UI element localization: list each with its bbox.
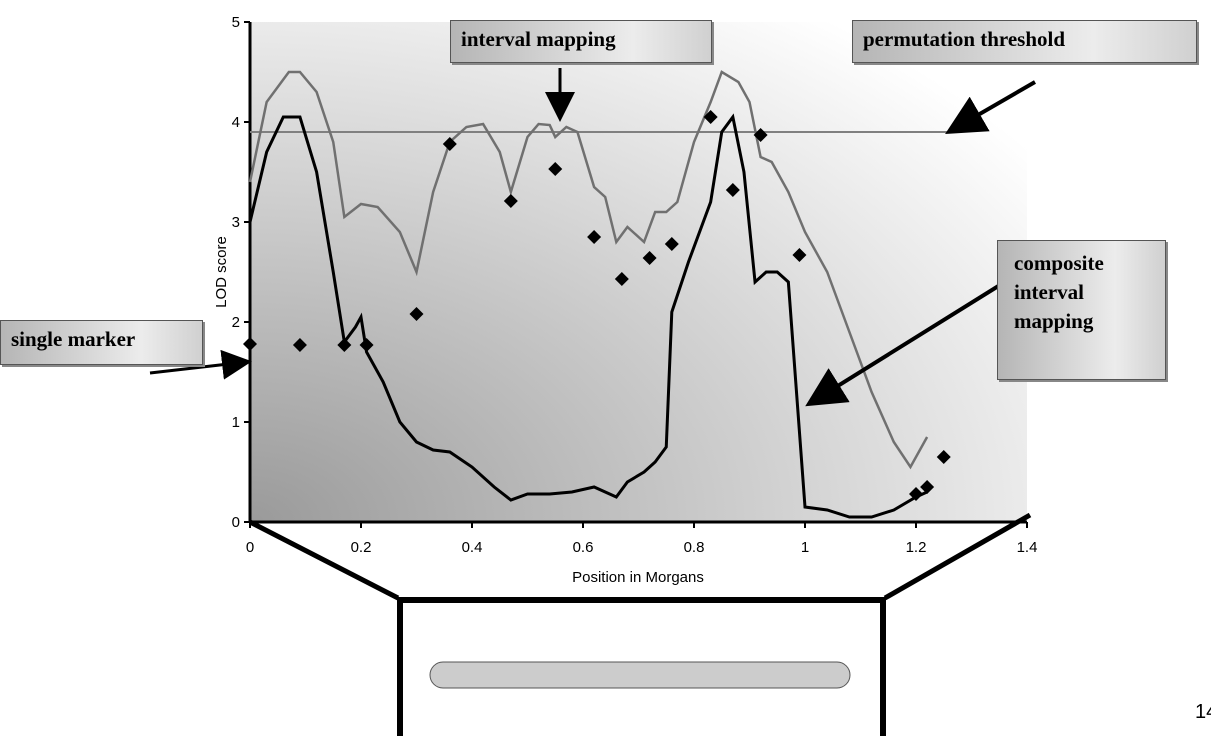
marker bbox=[442, 137, 457, 151]
marker bbox=[792, 248, 807, 262]
x-tick-label: 0 bbox=[246, 539, 254, 556]
x-tick-label: 0.8 bbox=[684, 539, 705, 556]
series-line bbox=[248, 70, 929, 470]
x-tick-label: 1 bbox=[801, 539, 809, 556]
y-tick-label: 4 bbox=[232, 114, 240, 131]
marker bbox=[614, 272, 629, 286]
arrow bbox=[149, 349, 252, 380]
marker bbox=[703, 110, 718, 124]
x-axis-label: Position in Morgans bbox=[572, 569, 704, 586]
marker bbox=[753, 128, 768, 142]
page-number: 14 bbox=[1195, 701, 1211, 723]
chromosome bbox=[429, 661, 851, 689]
x-tick-label: 0.6 bbox=[573, 539, 594, 556]
y-tick-label: 0 bbox=[232, 514, 240, 531]
marker bbox=[292, 338, 307, 352]
marker bbox=[337, 338, 352, 352]
x-tick-label: 1.4 bbox=[1017, 539, 1038, 556]
x-tick-label: 1.2 bbox=[906, 539, 927, 556]
marker bbox=[587, 230, 602, 244]
series-line bbox=[248, 113, 928, 519]
marker bbox=[503, 194, 518, 208]
y-tick-label: 5 bbox=[232, 14, 240, 31]
marker bbox=[920, 480, 935, 494]
annotation: composite interval mapping bbox=[997, 240, 1166, 380]
plot-area bbox=[250, 22, 1027, 522]
marker bbox=[936, 450, 951, 464]
y-tick-label: 1 bbox=[232, 414, 240, 431]
marker bbox=[909, 487, 923, 501]
marker bbox=[359, 338, 374, 352]
x-tick-label: 0.4 bbox=[462, 539, 483, 556]
arrow bbox=[805, 283, 1002, 407]
y-tick-label: 3 bbox=[232, 214, 240, 231]
zoom-line bbox=[248, 519, 400, 601]
marker bbox=[548, 162, 563, 176]
annotation: interval mapping bbox=[450, 20, 712, 63]
x-tick-label: 0.2 bbox=[351, 539, 372, 556]
y-tick-label: 2 bbox=[232, 314, 240, 331]
annotation: permutation threshold bbox=[852, 20, 1197, 63]
zoom-line bbox=[883, 512, 1032, 601]
marker bbox=[642, 251, 657, 265]
marker bbox=[243, 337, 257, 351]
marker bbox=[664, 237, 679, 251]
annotation: single marker bbox=[0, 320, 203, 365]
arrow bbox=[945, 80, 1037, 135]
marker bbox=[725, 183, 740, 197]
marker bbox=[409, 307, 424, 321]
y-axis-label: LOD score bbox=[213, 236, 230, 308]
